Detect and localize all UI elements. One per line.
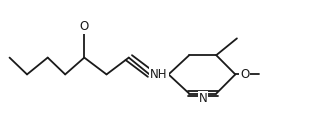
Text: O: O — [240, 68, 250, 81]
Text: O: O — [80, 20, 89, 33]
Text: NH: NH — [150, 68, 168, 81]
Text: N: N — [198, 92, 207, 105]
